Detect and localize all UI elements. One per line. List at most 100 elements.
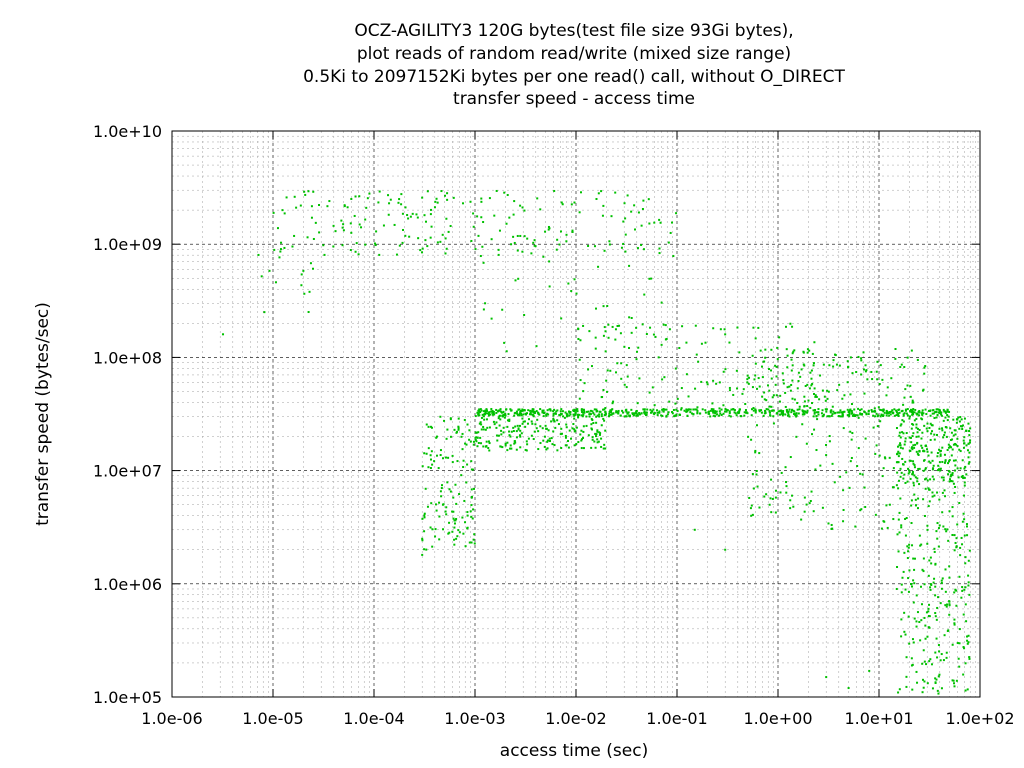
data-point: [908, 459, 911, 462]
data-point: [946, 448, 949, 451]
data-point: [445, 437, 448, 440]
data-point: [515, 436, 518, 439]
data-point: [936, 451, 939, 454]
data-point: [314, 221, 317, 224]
data-point: [283, 246, 286, 249]
data-point: [754, 408, 757, 411]
data-point: [948, 470, 951, 473]
data-point: [461, 202, 464, 205]
data-point: [472, 440, 475, 443]
data-point: [928, 488, 931, 491]
data-point: [456, 430, 459, 433]
data-point: [510, 409, 513, 412]
data-point: [438, 538, 441, 541]
data-point: [874, 452, 877, 455]
data-point: [898, 434, 901, 437]
data-point: [966, 639, 969, 642]
data-point: [602, 388, 605, 391]
data-point: [510, 243, 513, 246]
data-point: [332, 245, 335, 248]
data-point: [522, 409, 525, 412]
data-point: [793, 398, 796, 401]
data-point: [838, 364, 841, 367]
data-point: [341, 226, 344, 229]
data-point: [600, 415, 603, 418]
data-point: [902, 463, 905, 466]
data-point: [857, 407, 860, 410]
data-point: [954, 433, 957, 436]
data-point: [564, 434, 567, 437]
data-point: [897, 461, 900, 464]
y-tick-label: 1.0e+06: [93, 575, 162, 594]
data-point: [882, 410, 885, 413]
data-point: [940, 687, 943, 690]
data-point: [523, 313, 526, 316]
data-point: [852, 413, 855, 416]
data-point: [963, 442, 966, 445]
data-point: [544, 230, 547, 233]
data-point: [915, 417, 918, 420]
data-point: [846, 414, 849, 417]
data-point: [922, 498, 925, 501]
data-point: [883, 456, 886, 459]
data-point: [479, 436, 482, 439]
data-point: [936, 656, 939, 659]
data-point: [943, 634, 946, 637]
data-point: [735, 369, 738, 372]
data-point: [643, 411, 646, 414]
data-point: [591, 419, 594, 422]
data-point: [395, 253, 398, 256]
data-point: [900, 618, 903, 621]
data-point: [899, 436, 902, 439]
data-point: [899, 475, 902, 478]
data-point: [603, 326, 606, 329]
data-point: [553, 420, 556, 423]
data-point: [950, 454, 953, 457]
data-point: [640, 412, 643, 415]
data-point: [962, 476, 965, 479]
data-point: [300, 273, 303, 276]
data-point: [506, 449, 509, 452]
data-point: [954, 464, 957, 467]
data-point: [561, 203, 564, 206]
data-point: [947, 460, 950, 463]
data-point: [832, 359, 835, 362]
data-point: [926, 422, 929, 425]
data-point: [769, 414, 772, 417]
data-point: [954, 459, 957, 462]
data-point: [322, 244, 325, 247]
data-point: [791, 352, 794, 355]
data-point: [439, 449, 442, 452]
data-point: [920, 585, 923, 588]
data-point: [944, 568, 947, 571]
data-point: [910, 349, 913, 352]
data-point: [714, 410, 717, 413]
data-point: [489, 413, 492, 416]
data-point: [860, 373, 863, 376]
data-point: [441, 233, 444, 236]
data-point: [667, 411, 670, 414]
data-point: [885, 412, 888, 415]
data-point: [911, 401, 914, 404]
x-tick-label: 1.0e-04: [343, 709, 404, 728]
data-point: [933, 417, 936, 420]
data-point: [765, 408, 768, 411]
data-point: [923, 366, 926, 369]
data-point: [318, 231, 321, 234]
data-point: [536, 418, 539, 421]
data-point: [839, 475, 842, 478]
data-point: [902, 414, 905, 417]
data-point: [911, 413, 914, 416]
data-point: [582, 436, 585, 439]
data-point: [542, 415, 545, 418]
data-point: [539, 208, 542, 211]
data-point: [451, 530, 454, 533]
data-point: [812, 510, 815, 513]
data-point: [958, 665, 961, 668]
data-point: [748, 376, 751, 379]
data-point: [435, 509, 438, 512]
data-point: [544, 424, 547, 427]
data-point: [581, 411, 584, 414]
data-point: [953, 534, 956, 537]
data-point: [778, 400, 781, 403]
